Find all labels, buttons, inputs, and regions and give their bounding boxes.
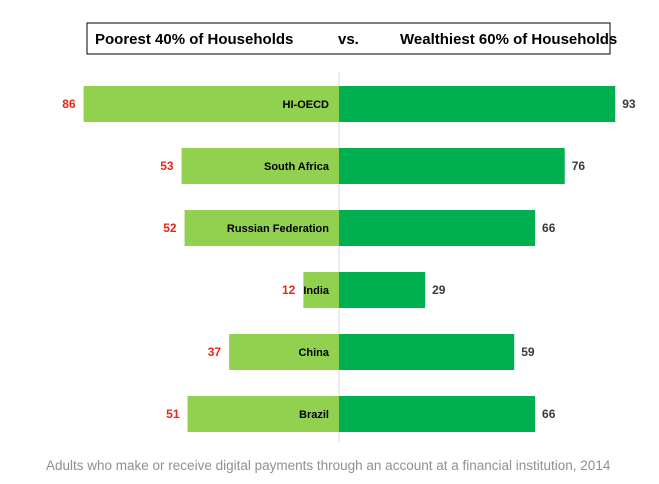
value-label-poorest-hi-oecd: 86: [62, 97, 76, 111]
bar-poorest-hi-oecd: [83, 86, 339, 122]
value-label-poorest-india: 12: [282, 283, 296, 297]
chart-caption: Adults who make or receive digital payme…: [46, 458, 611, 473]
value-label-wealthiest-south-africa: 76: [572, 159, 586, 173]
bar-wealthiest-south-africa: [339, 148, 565, 184]
value-label-wealthiest-hi-oecd: 93: [622, 97, 636, 111]
value-label-wealthiest-india: 29: [432, 283, 446, 297]
value-label-wealthiest-china: 59: [521, 345, 535, 359]
bars-group: HI-OECD 86 93 South Africa 53 76 Russian Feder…: [62, 86, 636, 432]
value-label-wealthiest-russian-federation: 66: [542, 221, 556, 235]
bar-wealthiest-russian-federation: [339, 210, 536, 246]
legend-separator: vs.: [338, 31, 359, 48]
value-label-poorest-china: 37: [208, 345, 222, 359]
bar-poorest-china: [229, 334, 339, 370]
bar-wealthiest-china: [339, 334, 515, 370]
bar-poorest-india: [303, 272, 339, 308]
bar-poorest-russian-federation: [184, 210, 339, 246]
value-label-poorest-south-africa: 53: [160, 159, 174, 173]
legend-right-label: Wealthiest 60% of Households: [400, 31, 617, 48]
category-label-china: China: [298, 347, 329, 359]
legend-left-label: Poorest 40% of Households: [95, 31, 293, 48]
value-label-poorest-russian-federation: 52: [163, 221, 177, 235]
legend-box: [86, 22, 611, 55]
bar-wealthiest-india: [339, 272, 426, 308]
category-label-india: India: [303, 285, 330, 297]
bar-wealthiest-brazil: [339, 396, 536, 432]
value-label-poorest-brazil: 51: [166, 407, 180, 421]
bar-poorest-south-africa: [181, 148, 339, 184]
value-label-wealthiest-brazil: 66: [542, 407, 556, 421]
category-label-south-africa: South Africa: [264, 161, 330, 173]
bar-poorest-brazil: [187, 396, 339, 432]
category-label-hi-oecd: HI-OECD: [283, 99, 330, 111]
category-label-russian-federation: Russian Federation: [227, 223, 329, 235]
category-label-brazil: Brazil: [299, 409, 329, 421]
bar-wealthiest-hi-oecd: [339, 86, 616, 122]
